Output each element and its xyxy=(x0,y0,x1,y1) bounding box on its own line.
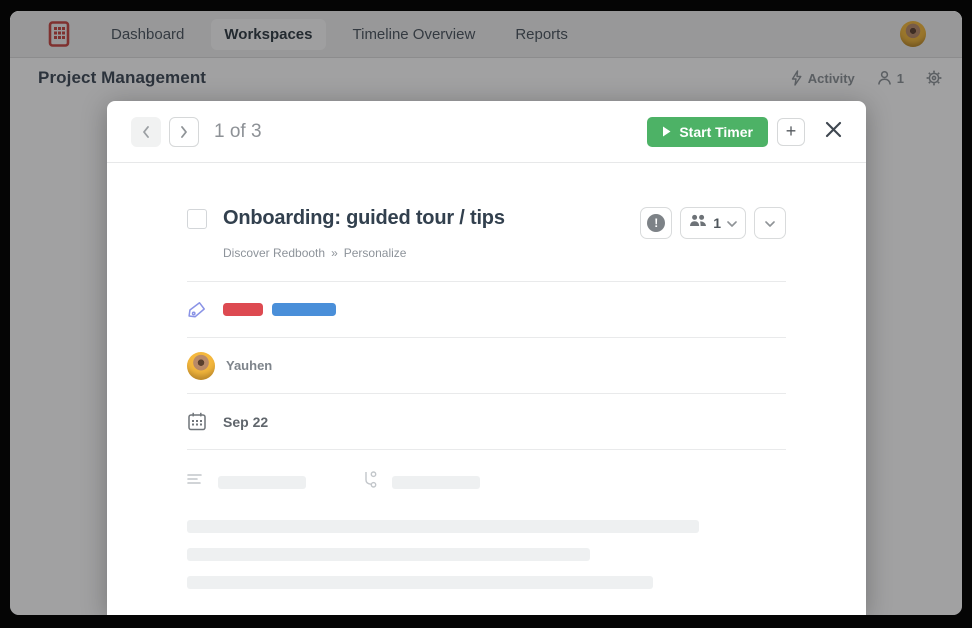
user-avatar[interactable] xyxy=(900,21,926,47)
settings-button[interactable] xyxy=(926,70,942,86)
breadcrumb-project-link[interactable]: Discover Redbooth xyxy=(223,246,326,260)
placeholder-line xyxy=(187,520,699,533)
previous-task-button[interactable] xyxy=(131,116,161,147)
assignees-count: 1 xyxy=(713,215,721,231)
play-icon xyxy=(662,124,671,140)
tag-red[interactable] xyxy=(223,303,263,316)
page-title: Project Management xyxy=(38,68,207,87)
task-complete-checkbox[interactable] xyxy=(187,209,207,229)
tags-row xyxy=(187,282,786,338)
task-detail-modal: 1 of 3 Start Timer + Onboarding: guided … xyxy=(107,101,866,615)
divider xyxy=(187,281,786,282)
assignees-dropdown[interactable]: 1 xyxy=(680,207,746,239)
nav-item-workspaces[interactable]: Workspaces xyxy=(211,18,326,50)
activity-button[interactable]: Activity xyxy=(790,70,855,86)
chevron-down-icon xyxy=(727,214,737,232)
description-placeholder[interactable] xyxy=(218,475,306,489)
tag-icon xyxy=(187,300,209,320)
assignee-avatar xyxy=(187,351,215,380)
start-timer-button[interactable]: Start Timer xyxy=(647,116,768,147)
nav-item-timeline-overview[interactable]: Timeline Overview xyxy=(352,25,476,43)
top-nav: Dashboard Workspaces Timeline Overview R… xyxy=(10,11,962,58)
calendar-icon xyxy=(187,411,209,432)
gear-icon xyxy=(926,70,942,86)
task-title[interactable]: Onboarding: guided tour / tips xyxy=(223,207,505,229)
next-task-button[interactable] xyxy=(169,116,199,147)
placeholder-line xyxy=(187,548,590,561)
urgent-button[interactable]: ! xyxy=(640,207,673,239)
description-subtasks-row xyxy=(187,471,786,493)
due-date-row[interactable]: Sep 22 xyxy=(187,394,786,450)
modal-body: Onboarding: guided tour / tips ! xyxy=(107,207,866,589)
subtasks-placeholder[interactable] xyxy=(392,475,480,489)
exclamation-icon: ! xyxy=(647,214,666,232)
more-actions-dropdown[interactable] xyxy=(754,207,786,239)
app-window: Dashboard Workspaces Timeline Overview R… xyxy=(10,11,962,615)
assignee-row[interactable]: Yauhen xyxy=(187,338,786,394)
add-task-button[interactable]: + xyxy=(777,117,805,146)
redbooth-logo-icon[interactable] xyxy=(48,21,70,47)
tag-blue[interactable] xyxy=(272,303,336,316)
description-icon xyxy=(187,473,204,492)
members-count: 1 xyxy=(896,70,904,86)
people-icon xyxy=(689,214,707,232)
nav-item-reports[interactable]: Reports xyxy=(515,25,568,43)
nav-item-dashboard[interactable]: Dashboard xyxy=(111,25,185,43)
close-icon xyxy=(825,121,842,143)
breadcrumb: Discover Redbooth » Personalize xyxy=(223,246,786,260)
content-placeholder-block xyxy=(187,520,786,589)
members-button[interactable]: 1 xyxy=(877,70,904,86)
assignee-name: Yauhen xyxy=(226,358,273,373)
lightning-bolt-icon xyxy=(790,70,803,86)
modal-header: 1 of 3 Start Timer + xyxy=(107,101,866,163)
person-icon xyxy=(877,70,892,86)
chevron-down-icon xyxy=(765,214,775,232)
page-header: Project Management Activity 1 xyxy=(10,58,962,98)
due-date: Sep 22 xyxy=(223,413,269,430)
placeholder-line xyxy=(187,576,653,589)
subtasks-icon xyxy=(362,471,378,493)
breadcrumb-separator: » xyxy=(331,246,338,260)
task-pagination: 1 of 3 xyxy=(214,120,262,142)
close-modal-button[interactable] xyxy=(825,121,842,143)
breadcrumb-tasklist-link[interactable]: Personalize xyxy=(343,246,407,260)
